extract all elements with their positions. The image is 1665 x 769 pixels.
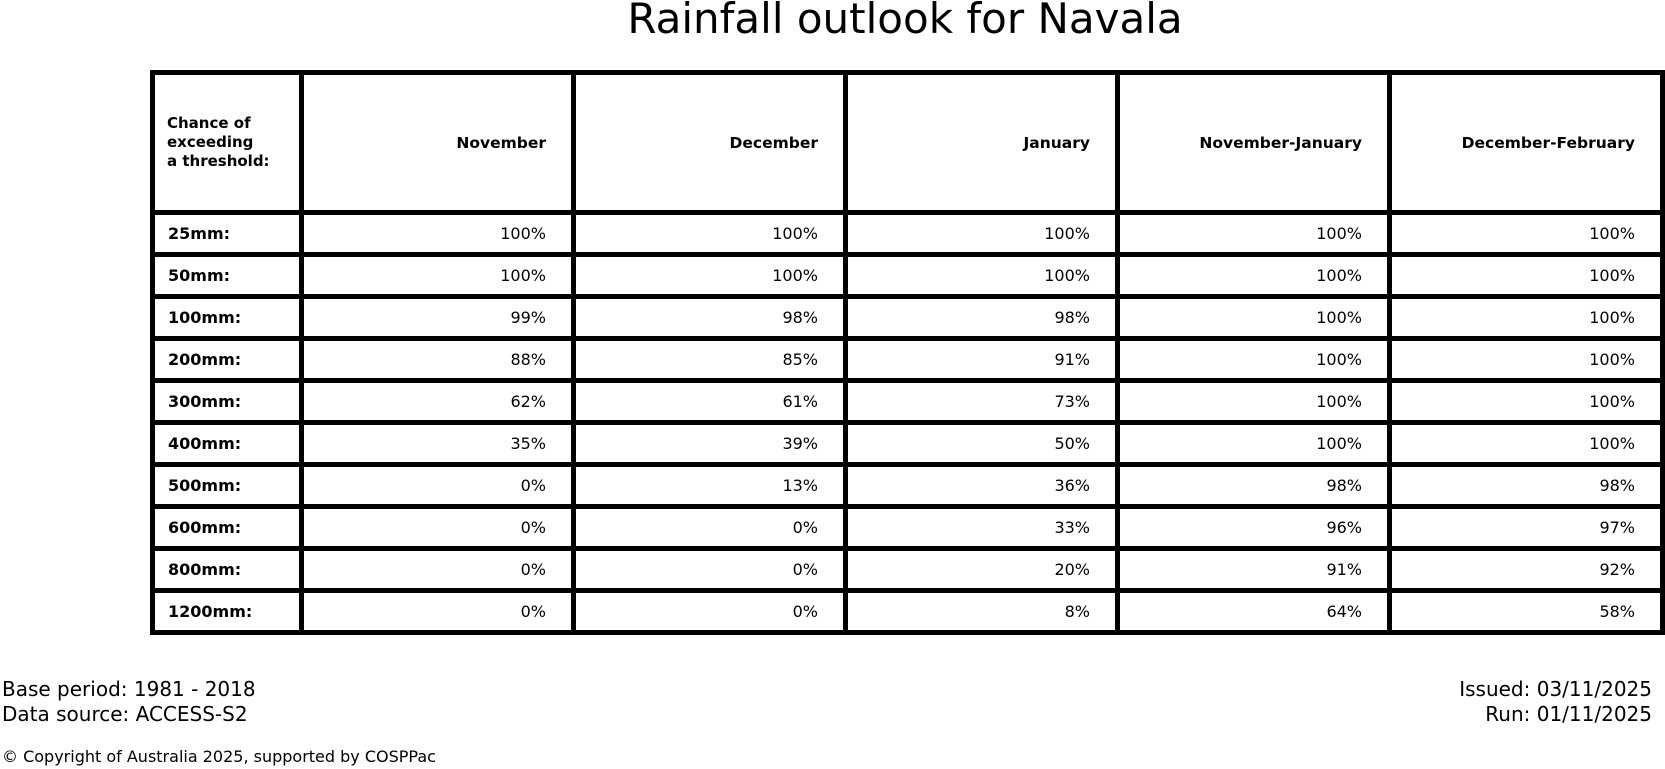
corner-header: Chance of exceeding a threshold: (150, 70, 304, 215)
column-header-november-january: November-January (1115, 70, 1392, 215)
probability-value: 100% (1115, 294, 1392, 341)
probability-value: 58% (1387, 588, 1665, 635)
probability-value: 0% (299, 546, 576, 593)
threshold-label: 200mm: (150, 336, 304, 383)
base-period-text: Base period: 1981 - 2018 (2, 677, 256, 701)
probability-value: 99% (299, 294, 576, 341)
issued-date-text: Issued: 03/11/2025 (1459, 677, 1652, 701)
probability-value: 13% (571, 462, 848, 509)
probability-value: 0% (571, 588, 848, 635)
probability-value: 100% (1387, 294, 1665, 341)
probability-value: 96% (1115, 504, 1392, 551)
probability-value: 100% (571, 210, 848, 257)
table-row: 400mm: 35% 39% 50% 100% 100% (150, 420, 1665, 467)
probability-value: 35% (299, 420, 576, 467)
table-row: 1200mm: 0% 0% 8% 64% 58% (150, 588, 1665, 635)
column-header-december: December (571, 70, 848, 215)
table-row: 600mm: 0% 0% 33% 96% 97% (150, 504, 1665, 551)
probability-value: 20% (843, 546, 1120, 593)
probability-value: 98% (1387, 462, 1665, 509)
probability-value: 0% (299, 504, 576, 551)
column-header-december-february: December-February (1387, 70, 1665, 215)
probability-value: 98% (571, 294, 848, 341)
run-date-text: Run: 01/11/2025 (1485, 702, 1652, 726)
footer-left: Base period: 1981 - 2018 Data source: AC… (2, 677, 256, 727)
footer-right: Issued: 03/11/2025 Run: 01/11/2025 (1459, 677, 1652, 727)
threshold-label: 25mm: (150, 210, 304, 257)
probability-value: 97% (1387, 504, 1665, 551)
column-header-november: November (299, 70, 576, 215)
copyright-text: © Copyright of Australia 2025, supported… (2, 747, 436, 766)
probability-value: 92% (1387, 546, 1665, 593)
probability-value: 100% (1387, 420, 1665, 467)
probability-value: 64% (1115, 588, 1392, 635)
probability-value: 100% (1387, 336, 1665, 383)
probability-value: 0% (571, 504, 848, 551)
table-row: 25mm: 100% 100% 100% 100% 100% (150, 210, 1665, 257)
probability-value: 62% (299, 378, 576, 425)
probability-value: 100% (843, 252, 1120, 299)
probability-value: 100% (299, 252, 576, 299)
threshold-label: 400mm: (150, 420, 304, 467)
probability-value: 100% (1115, 378, 1392, 425)
probability-value: 100% (1115, 252, 1392, 299)
threshold-label: 600mm: (150, 504, 304, 551)
probability-value: 100% (1387, 378, 1665, 425)
table-row: 50mm: 100% 100% 100% 100% 100% (150, 252, 1665, 299)
probability-value: 36% (843, 462, 1120, 509)
table-row: 100mm: 99% 98% 98% 100% 100% (150, 294, 1665, 341)
table-row: 300mm: 62% 61% 73% 100% 100% (150, 378, 1665, 425)
probability-value: 88% (299, 336, 576, 383)
probability-value: 61% (571, 378, 848, 425)
probability-value: 85% (571, 336, 848, 383)
data-source-text: Data source: ACCESS-S2 (2, 702, 248, 726)
probability-value: 91% (843, 336, 1120, 383)
probability-value: 50% (843, 420, 1120, 467)
threshold-label: 100mm: (150, 294, 304, 341)
table-row: 800mm: 0% 0% 20% 91% 92% (150, 546, 1665, 593)
table-row: 500mm: 0% 13% 36% 98% 98% (150, 462, 1665, 509)
probability-value: 39% (571, 420, 848, 467)
threshold-label: 300mm: (150, 378, 304, 425)
probability-value: 33% (843, 504, 1120, 551)
table-row: 200mm: 88% 85% 91% 100% 100% (150, 336, 1665, 383)
threshold-label: 800mm: (150, 546, 304, 593)
threshold-label: 50mm: (150, 252, 304, 299)
probability-value: 0% (299, 462, 576, 509)
probability-value: 0% (299, 588, 576, 635)
rainfall-outlook-table: Chance of exceeding a threshold: Novembe… (150, 70, 1665, 635)
probability-value: 98% (843, 294, 1120, 341)
table-body: 25mm: 100% 100% 100% 100% 100% 50mm: 100% 100% 10… (150, 210, 1665, 635)
probability-value: 100% (571, 252, 848, 299)
probability-value: 100% (299, 210, 576, 257)
page-title: Rainfall outlook for Navala (627, 0, 1183, 43)
probability-value: 8% (843, 588, 1120, 635)
probability-value: 0% (571, 546, 848, 593)
probability-value: 73% (843, 378, 1120, 425)
probability-value: 100% (1387, 252, 1665, 299)
table-header-row: Chance of exceeding a threshold: Novembe… (150, 70, 1665, 215)
threshold-label: 1200mm: (150, 588, 304, 635)
probability-value: 91% (1115, 546, 1392, 593)
probability-value: 100% (843, 210, 1120, 257)
probability-value: 100% (1115, 210, 1392, 257)
probability-value: 100% (1115, 336, 1392, 383)
threshold-label: 500mm: (150, 462, 304, 509)
probability-value: 98% (1115, 462, 1392, 509)
probability-value: 100% (1115, 420, 1392, 467)
column-header-january: January (843, 70, 1120, 215)
probability-value: 100% (1387, 210, 1665, 257)
